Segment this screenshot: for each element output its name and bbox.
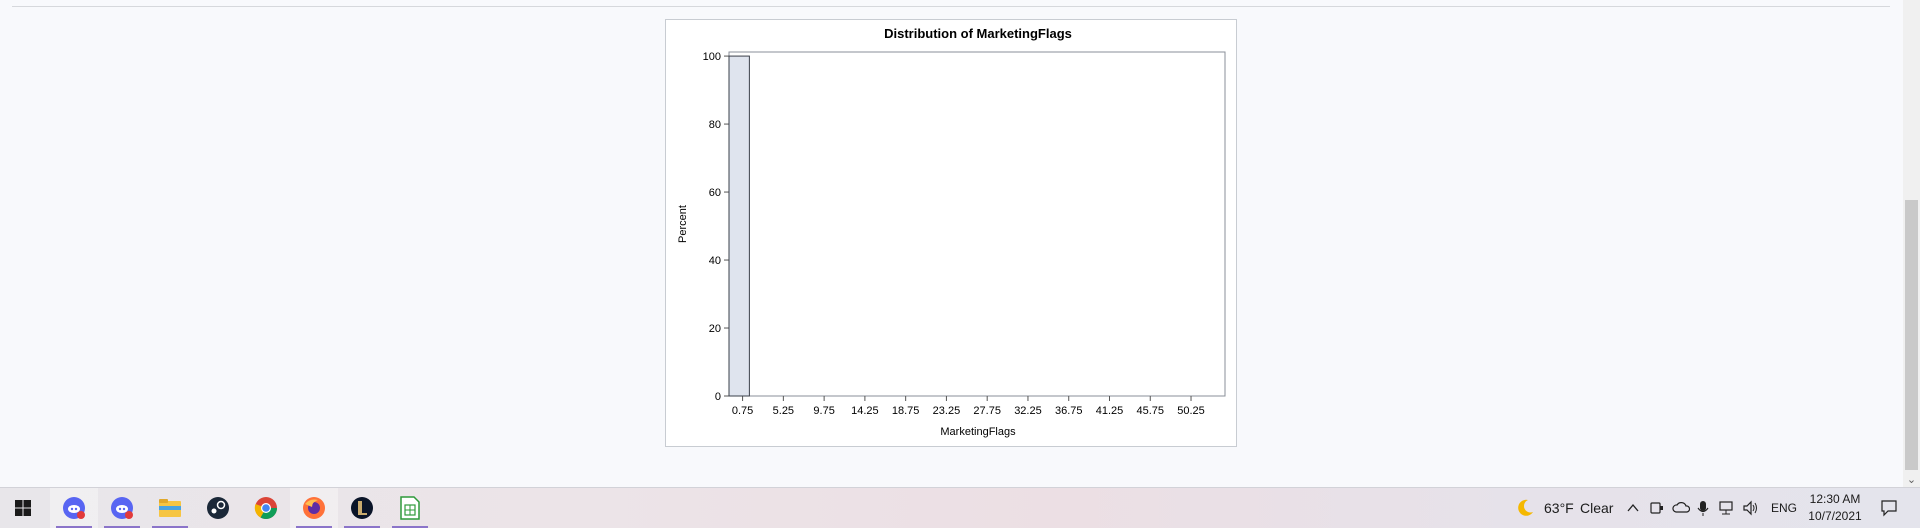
y-tick-label: 60 [709,187,721,199]
chevron-up-icon[interactable] [1626,501,1640,519]
taskbar-app-discord-1[interactable] [50,488,98,528]
moon-weather-icon[interactable] [1516,498,1534,521]
weather-condition[interactable]: Clear [1580,500,1614,516]
scroll-down-icon[interactable]: ⌄ [1906,474,1917,486]
taskbar: 63°F Clear ENG 12:30 AM 10/7/2021 [0,487,1920,528]
x-tick-label: 9.75 [813,405,834,417]
league-of-legends-icon [351,497,373,519]
microphone-icon[interactable] [1697,500,1709,521]
histogram-chart: Distribution of MarketingFlags 0 20 40 60 80… [665,19,1237,447]
clock-date: 10/7/2021 [1808,509,1862,523]
x-tick-label: 23.25 [933,405,961,417]
chart-svg: Distribution of MarketingFlags 0 20 40 60 80… [677,26,1226,438]
taskbar-app-discord-2[interactable] [98,488,146,528]
y-axis: 0 20 40 60 80 100 [703,51,729,403]
taskbar-app-chrome[interactable] [242,488,290,528]
y-tick-label: 20 [709,323,721,335]
discord-icon [63,497,85,519]
x-tick-label: 27.75 [973,405,1001,417]
x-tick-label: 41.25 [1096,405,1124,417]
start-button[interactable] [0,488,46,528]
x-tick-label: 18.75 [892,405,920,417]
histogram-bars [728,55,750,397]
clock-time: 12:30 AM [1809,492,1861,506]
x-tick-label: 50.25 [1177,405,1205,417]
y-tick-label: 100 [703,51,721,63]
x-axis: 0.75 5.25 9.75 14.25 18.75 23.25 27.75 32.25 36.… [732,396,1205,417]
taskbar-app-steam[interactable] [194,488,242,528]
x-tick-label: 5.25 [773,405,794,417]
firefox-icon [303,497,325,519]
taskbar-app-firefox[interactable] [290,488,338,528]
x-tick-label: 14.25 [851,405,879,417]
folder-icon [159,499,181,517]
scrollbar-thumb[interactable] [1905,200,1918,470]
top-divider [12,6,1890,7]
y-tick-label: 80 [709,119,721,131]
taskbar-app-file-explorer[interactable] [146,488,194,528]
histogram-bar [728,55,750,397]
network-icon[interactable] [1718,500,1736,521]
taskbar-app-spreadsheet[interactable] [386,488,434,528]
y-tick-label: 40 [709,255,721,267]
onedrive-cloud-icon[interactable] [1672,500,1691,521]
clock[interactable]: 12:30 AM 10/7/2021 [1800,491,1870,525]
x-tick-label: 0.75 [732,405,753,417]
y-tick-label: 0 [715,391,721,403]
vertical-scrollbar[interactable]: ⌄ [1903,0,1920,488]
x-tick-label: 45.75 [1136,405,1164,417]
chrome-icon [254,497,277,519]
windows-logo-icon [15,500,31,516]
chart-title: Distribution of MarketingFlags [884,26,1072,41]
plot-area [728,51,1226,397]
language-indicator[interactable]: ENG [1771,501,1798,515]
notifications-icon[interactable] [1880,499,1898,522]
x-tick-label: 36.75 [1055,405,1083,417]
y-axis-label: Percent [677,205,689,243]
x-axis-label: MarketingFlags [940,426,1016,438]
steam-icon [207,497,229,519]
spreadsheet-icon [400,496,420,520]
taskbar-app-league-client[interactable] [338,488,386,528]
weather-temperature[interactable]: 63°F [1544,500,1574,516]
volume-icon[interactable] [1742,500,1760,521]
discord-icon [111,497,133,519]
meet-now-icon[interactable] [1650,500,1664,521]
x-tick-label: 32.25 [1014,405,1042,417]
